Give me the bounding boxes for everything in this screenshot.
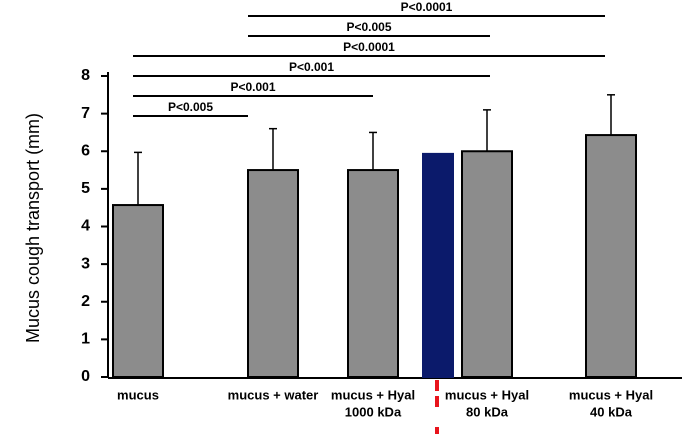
y-axis-label: Mucus cough transport (mm) xyxy=(23,113,43,343)
p-value-label: P<0.0001 xyxy=(343,40,395,54)
x-tick-label: mucus + Hyal xyxy=(569,387,653,402)
y-tick-label: 4 xyxy=(81,218,90,235)
bar xyxy=(347,169,399,378)
y-tick-label: 2 xyxy=(81,293,90,310)
y-tick-label: 1 xyxy=(81,331,90,348)
x-tick-label: mucus xyxy=(117,387,159,402)
p-value-label: P<0.005 xyxy=(168,100,213,114)
x-tick-label: mucus + water xyxy=(228,387,319,402)
y-tick-label: 8 xyxy=(81,67,90,84)
y-tick-label: 7 xyxy=(81,105,90,122)
bar xyxy=(422,152,454,378)
x-tick-label: 40 kDa xyxy=(590,404,633,419)
p-value-label: P<0.001 xyxy=(289,60,334,74)
bar xyxy=(461,150,513,378)
x-tick-label: mucus + Hyal xyxy=(331,387,415,402)
x-tick-label: mucus + Hyal xyxy=(445,387,529,402)
p-value-label: P<0.0001 xyxy=(401,0,453,14)
p-value-label: P<0.005 xyxy=(346,20,391,34)
x-tick-label: 1000 kDa xyxy=(345,404,402,419)
y-tick-label: 0 xyxy=(81,368,90,385)
x-tick-label: 80 kDa xyxy=(466,404,509,419)
bar xyxy=(247,169,299,378)
p-value-label: P<0.001 xyxy=(230,80,275,94)
bar xyxy=(585,134,637,378)
y-tick-label: 5 xyxy=(81,180,90,197)
y-tick-label: 3 xyxy=(81,255,90,272)
bar xyxy=(112,204,164,378)
y-tick-label: 6 xyxy=(81,142,90,159)
